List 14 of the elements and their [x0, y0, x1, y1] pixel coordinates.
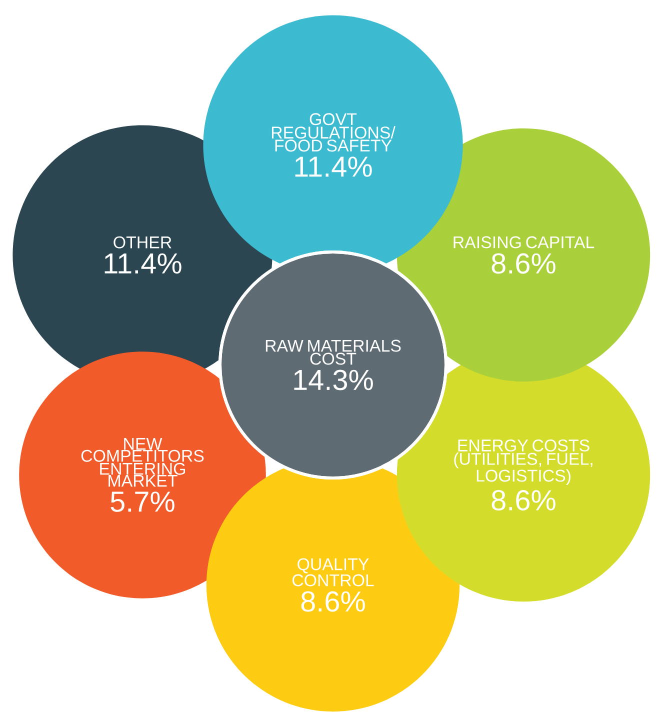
category-label: RAISING CAPITAL [454, 236, 594, 248]
data-label: 11.4% [104, 253, 182, 274]
data-label: 8.6% [301, 591, 365, 612]
category-label: RAW MATERIALS COST [266, 340, 401, 365]
category-label: ENERGY COSTS (UTILITIES, FUEL, LOGISTICS) [454, 439, 592, 486]
category-label: OTHER [114, 236, 172, 248]
category-label: GOVT REGULATIONS/ FOOD SAFETY [272, 113, 396, 152]
category-label: QUALITY CONTROL [292, 558, 374, 586]
data-label: 8.6% [492, 253, 556, 274]
data-label: 14.3% [294, 370, 373, 390]
category-label: NEW COMPETITORS ENTERING MARKET [81, 438, 204, 487]
data-label: 8.6% [492, 490, 556, 510]
data-label: 5.7% [110, 492, 174, 512]
data-label: 11.4% [295, 156, 372, 177]
